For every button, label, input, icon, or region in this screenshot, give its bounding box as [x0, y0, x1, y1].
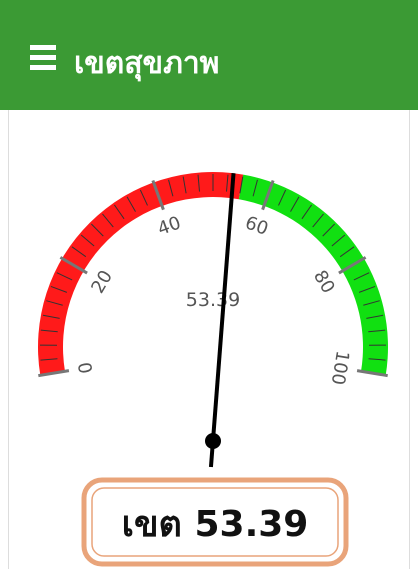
needle	[208, 173, 236, 468]
gauge-band	[38, 171, 244, 376]
needle-pivot	[205, 433, 221, 449]
minor-tick	[197, 174, 200, 192]
header-title: เขตสุขภาพ	[74, 46, 220, 81]
minor-tick	[252, 179, 258, 197]
major-tick	[356, 369, 388, 378]
value-box-text: เขต 53.39	[122, 504, 309, 545]
minor-tick	[353, 272, 370, 281]
tick-label: 0	[75, 360, 98, 375]
card	[8, 110, 410, 569]
minor-tick	[42, 314, 60, 319]
center-value: 53.39	[186, 289, 240, 311]
minor-tick	[126, 196, 136, 212]
minor-tick	[71, 246, 87, 258]
minor-tick	[358, 285, 376, 293]
menu-icon[interactable]	[30, 45, 70, 85]
minor-tick	[301, 204, 313, 220]
minor-tick	[40, 329, 58, 333]
minor-tick	[239, 176, 244, 194]
tick-label: 100	[327, 349, 353, 386]
minor-tick	[331, 234, 346, 247]
minor-tick	[56, 272, 73, 281]
minor-tick	[226, 174, 229, 192]
major-tick	[338, 256, 367, 275]
minor-tick	[46, 300, 63, 306]
minor-tick	[368, 329, 386, 333]
minor-tick	[363, 300, 380, 306]
minor-tick	[40, 358, 58, 361]
minor-tick	[290, 196, 300, 212]
major-tick	[38, 369, 70, 378]
major-tick	[59, 256, 88, 275]
minor-tick	[278, 189, 287, 206]
minor-tick	[168, 179, 174, 197]
tick-label: 20	[87, 267, 117, 297]
minor-tick	[368, 358, 386, 361]
header: เขตสุขภาพ	[0, 0, 418, 110]
tick-label: 60	[242, 212, 271, 240]
minor-tick	[366, 314, 384, 319]
minor-tick	[102, 213, 114, 228]
minor-tick	[312, 213, 324, 228]
prefix: เขต	[122, 504, 182, 545]
minor-tick	[339, 246, 355, 258]
minor-tick	[80, 234, 95, 247]
minor-tick	[90, 223, 104, 237]
minor-tick	[322, 223, 336, 237]
minor-tick	[50, 285, 68, 293]
minor-tick	[182, 176, 187, 194]
minor-tick	[139, 189, 148, 206]
minor-tick	[113, 204, 125, 220]
value: 53.39	[194, 504, 308, 545]
tick-label: 40	[155, 212, 184, 240]
major-tick	[261, 180, 275, 211]
value-box-inner	[91, 487, 339, 557]
tick-label: 80	[309, 267, 339, 297]
major-tick	[151, 180, 165, 211]
